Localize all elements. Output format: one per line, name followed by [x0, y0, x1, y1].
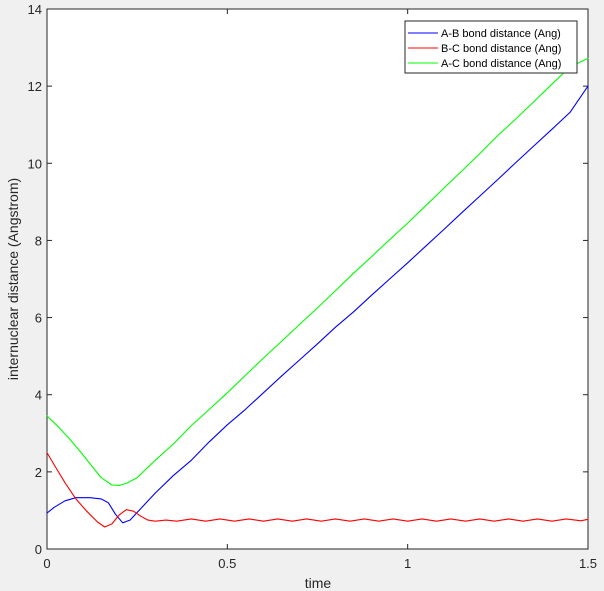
y-tick-label: 8: [35, 233, 42, 248]
y-axis-label: internuclear distance (Angstrom): [5, 178, 21, 380]
y-tick-label: 0: [35, 542, 42, 557]
y-tick-label: 6: [35, 311, 42, 326]
y-tick-label: 10: [28, 156, 42, 171]
legend-label-bc: B-C bond distance (Ang): [441, 43, 561, 55]
y-tick-label: 2: [35, 465, 42, 480]
x-axis-ticks: 0 0.5 1 1.5: [43, 9, 597, 571]
series-lines: [46, 57, 589, 528]
y-tick-label: 14: [28, 2, 42, 17]
legend-label-ab: A-B bond distance (Ang): [441, 28, 561, 40]
y-axis-ticks: 0 2 4 6 8 10 12 14: [28, 2, 588, 557]
x-tick-label: 0.5: [218, 556, 236, 571]
y-tick-label: 4: [35, 388, 42, 403]
y-tick-label: 12: [28, 79, 42, 94]
plot-area: [46, 8, 589, 550]
legend: A-B bond distance (Ang) B-C bond distanc…: [404, 20, 578, 74]
series-line-ac: [46, 57, 589, 486]
legend-label-ac: A-C bond distance (Ang): [441, 58, 561, 70]
x-tick-label: 0: [43, 556, 50, 571]
x-axis-label: time: [305, 575, 332, 591]
series-line-ab: [46, 85, 589, 524]
legend-box: [404, 20, 578, 74]
x-tick-label: 1.5: [579, 556, 597, 571]
x-tick-label: 1: [404, 556, 411, 571]
series-line-bc: [46, 452, 589, 528]
